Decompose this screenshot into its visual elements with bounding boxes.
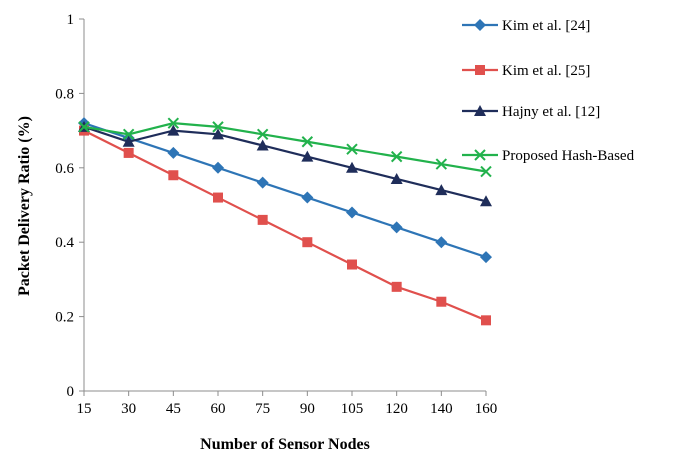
data-point xyxy=(346,206,358,219)
data-point xyxy=(213,192,223,203)
data-point xyxy=(391,281,402,292)
legend: Kim et al. [24] Kim et al. [25] Hajny et a… xyxy=(462,18,635,164)
data-point xyxy=(346,143,358,155)
data-point xyxy=(481,315,491,326)
data-point xyxy=(435,184,448,196)
legend-entry: Kim et al. [25] xyxy=(462,63,590,79)
series-line xyxy=(83,122,487,173)
x-tick-label: 15 xyxy=(77,401,92,417)
y-tick-label: 1 xyxy=(67,12,75,28)
x-tick-label: 45 xyxy=(166,401,181,417)
data-point xyxy=(122,135,135,147)
legend-marker xyxy=(474,105,486,116)
data-point xyxy=(212,128,224,140)
data-point xyxy=(256,139,269,151)
data-point xyxy=(122,128,135,141)
series-line xyxy=(83,129,487,322)
data-point xyxy=(436,296,447,307)
series-3 xyxy=(78,120,492,207)
data-point xyxy=(256,176,269,189)
legend-marker xyxy=(474,149,486,161)
data-point xyxy=(78,121,90,133)
data-point xyxy=(301,136,314,148)
data-point xyxy=(167,124,180,136)
y-tick-label: 0 xyxy=(67,384,75,400)
series-2 xyxy=(79,125,491,326)
data-point xyxy=(257,214,268,225)
legend-label: Kim et al. [24] xyxy=(502,18,590,34)
y-tick-label: 0.4 xyxy=(55,235,74,251)
series-line xyxy=(83,122,487,259)
x-tick-label: 90 xyxy=(300,401,315,417)
data-point xyxy=(256,128,269,141)
data-point xyxy=(212,121,224,133)
data-point xyxy=(168,170,179,181)
y-axis-title: Packet Delivery Ratio (%) xyxy=(16,116,33,296)
series-line xyxy=(83,125,487,203)
x-tick-label: 105 xyxy=(341,401,364,417)
legend-label: Kim et al. [25] xyxy=(502,63,590,79)
data-point xyxy=(167,117,180,129)
legend-label: Proposed Hash-Based xyxy=(502,148,635,164)
x-axis-title: Number of Sensor Nodes xyxy=(200,436,370,453)
data-point xyxy=(435,236,448,249)
data-point xyxy=(301,150,314,162)
legend-entry: Hajny et al. [12] xyxy=(462,104,600,120)
x-tick-label: 140 xyxy=(430,401,453,417)
data-point xyxy=(301,191,314,204)
data-point xyxy=(390,150,403,163)
y-tick-label: 0.6 xyxy=(55,161,74,177)
y-tick-label: 0.8 xyxy=(55,86,74,102)
y-tick-label: 0.2 xyxy=(55,310,74,326)
tick-labels: 0 0.2 0.4 0.6 0.8 1 15 30 45 60 75 90 105 120 140 160 xyxy=(55,12,497,417)
x-tick-label: 120 xyxy=(385,401,408,417)
data-point xyxy=(347,259,357,270)
data-point xyxy=(123,147,134,158)
x-tick-label: 160 xyxy=(475,401,498,417)
series-lines xyxy=(78,117,492,326)
legend-marker xyxy=(474,19,486,31)
x-tick-label: 75 xyxy=(255,401,270,417)
legend-entry: Proposed Hash-Based xyxy=(462,148,635,164)
series-1 xyxy=(78,117,492,264)
data-point xyxy=(480,195,492,207)
legend-label: Hajny et al. [12] xyxy=(502,104,600,120)
data-point xyxy=(435,158,448,170)
data-point xyxy=(302,237,313,248)
data-point xyxy=(167,146,180,159)
x-tick-label: 60 xyxy=(211,401,226,417)
series-4 xyxy=(78,117,492,178)
data-point xyxy=(480,165,492,178)
legend-marker xyxy=(475,65,485,75)
data-point xyxy=(212,161,224,174)
data-point xyxy=(480,251,492,264)
axes xyxy=(79,18,487,396)
data-point xyxy=(390,221,403,234)
data-point xyxy=(390,172,403,184)
legend-entry: Kim et al. [24] xyxy=(462,18,590,34)
data-point xyxy=(346,161,358,173)
x-tick-label: 30 xyxy=(121,401,136,417)
